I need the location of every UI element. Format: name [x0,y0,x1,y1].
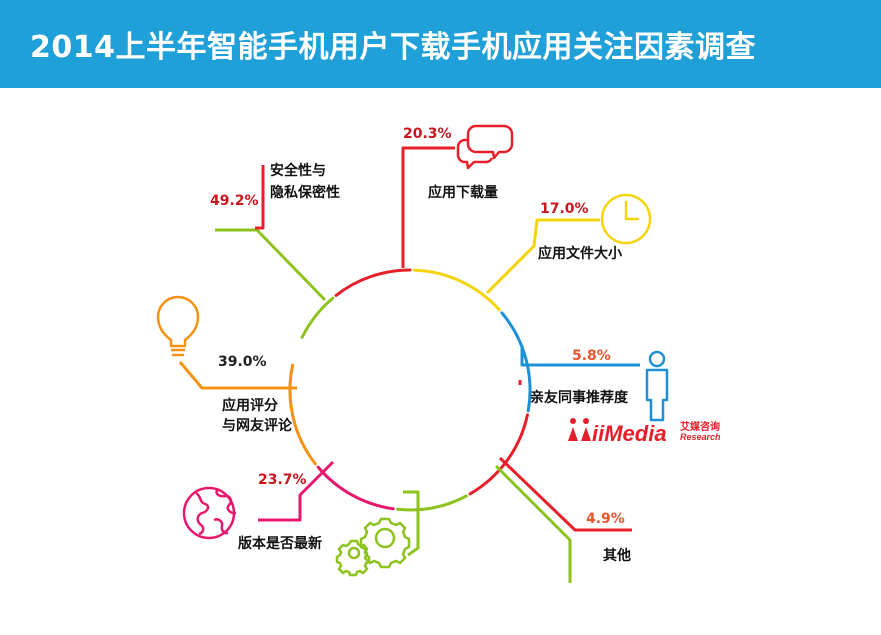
page-title: 2014上半年智能手机用户下载手机应用关注因素调查 [30,30,756,65]
value-label-recommend: 5.8% [572,348,611,364]
arc-version [316,465,395,511]
value-label-version: 23.7% [258,472,307,488]
leader-version-gears [403,490,420,557]
person-icon [645,350,669,422]
gears-icon [335,517,411,577]
leader-extra-safety [255,165,265,230]
leader-safety [215,228,327,302]
category-label-rating-1: 应用评分 [222,397,278,414]
arc-downloads [334,268,412,297]
leader-recommend [520,345,640,367]
imedia-logo: iiMedia 艾媒咨询 Research [568,418,721,446]
category-label-safety-2: 隐私保密性 [270,184,340,201]
leader-extra-downloads [401,146,455,268]
logo-sub: Research [680,432,721,442]
category-label-other: 其他 [603,547,631,564]
arc-safety [300,296,335,339]
leader-other [494,464,572,583]
logo-cn: 艾媒咨询 [680,420,720,433]
value-label-safety: 49.2% [210,193,259,209]
arc-redline [468,413,529,496]
arc-other [396,494,468,512]
category-label-recommend: 亲友同事推荐度 [530,389,629,406]
leader-version [258,460,335,522]
logo-text: iiMedia [592,421,667,446]
leaders-group [178,146,640,583]
arc-rating [288,363,317,466]
value-label-rating: 39.0% [218,354,267,370]
category-label-rating-2: 与网友评论 [222,417,293,434]
value-label-other: 4.9% [586,511,625,527]
chat-bubbles-icon [456,124,514,170]
leader-rating [178,361,297,390]
value-label-size: 17.0% [540,201,589,217]
lightbulb-icon [156,295,200,357]
category-label-downloads: 应用下载量 [428,184,498,201]
clock-icon [600,193,652,245]
leader-extra-other [498,456,632,532]
category-label-size: 应用文件大小 [538,245,622,262]
arc-recommend [500,311,532,413]
arcs-group [288,268,532,512]
globe-icon [182,486,237,540]
category-label-safety-1: 安全性与 [270,162,326,179]
category-label-version: 版本是否最新 [238,535,322,552]
value-label-downloads: 20.3% [403,126,452,142]
leader-size [485,218,600,295]
header-bar: 2014上半年智能手机用户下载手机应用关注因素调查 [0,0,881,88]
arc-size [412,268,501,312]
